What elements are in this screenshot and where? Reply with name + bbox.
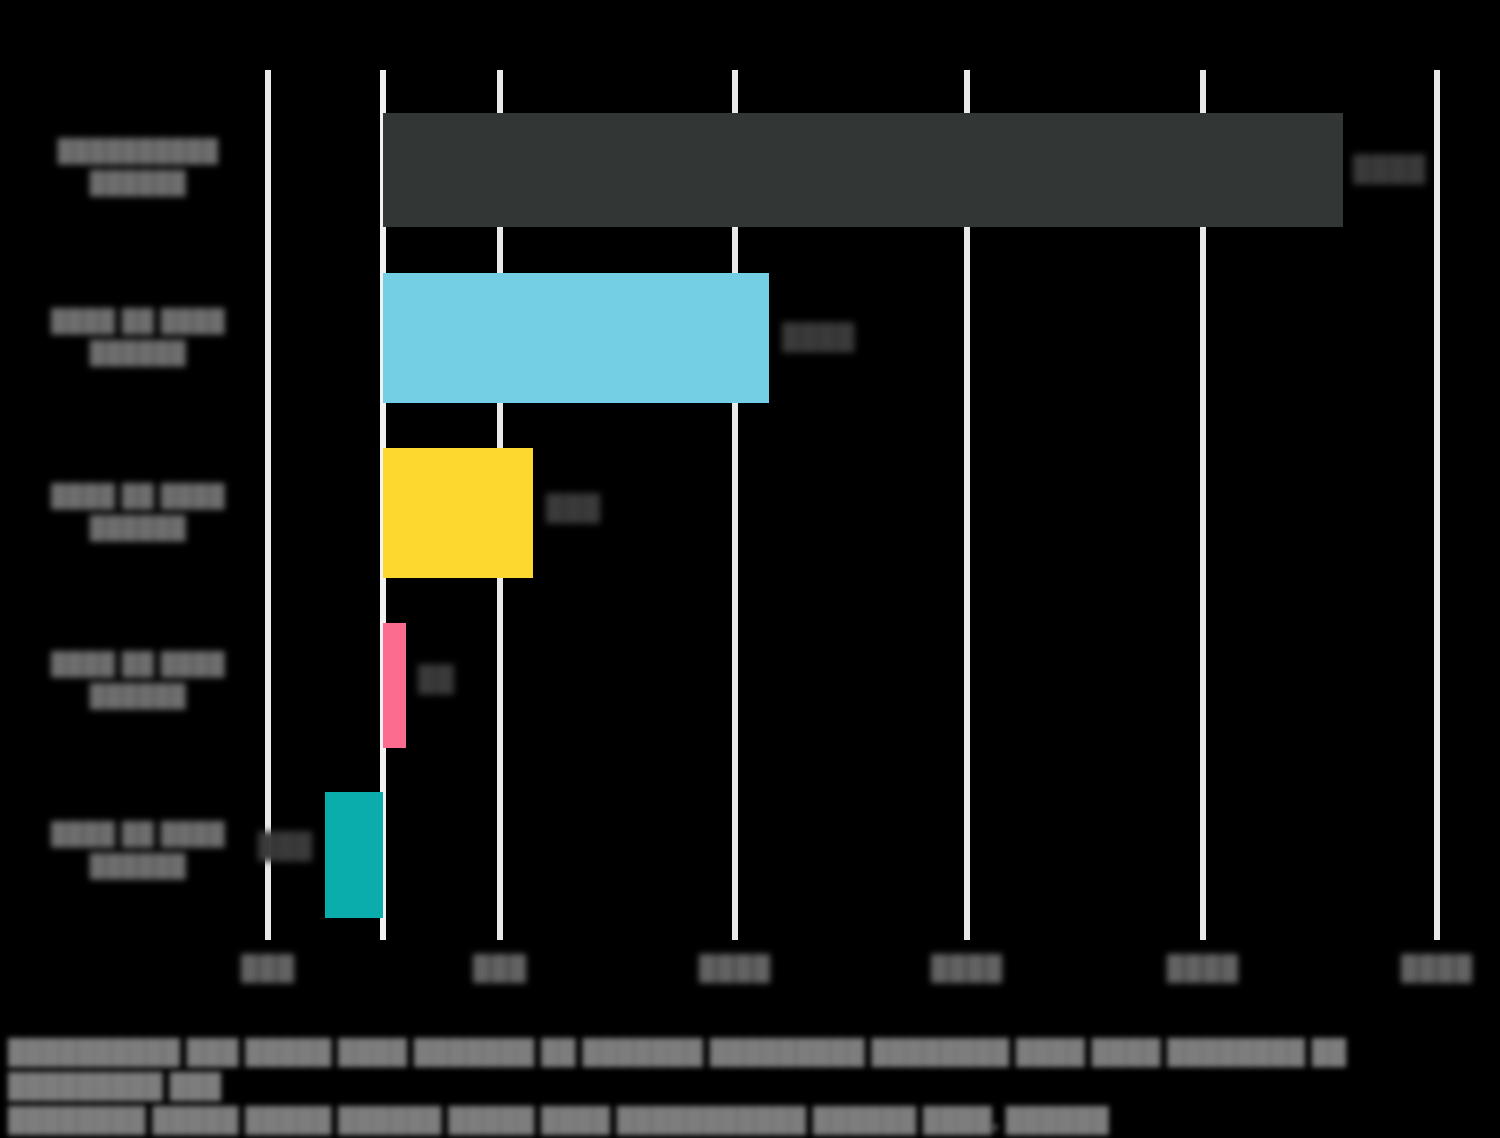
category-label-3-line-1: ████ ██ ████ [50, 483, 226, 508]
category-label-1-line-2: ██████ [89, 169, 187, 195]
chart-footnote: ██████████ ███ █████ ████ ███████ ██ ███… [8, 1036, 1498, 1138]
category-label-4-line-1: ████ ██ ████ [50, 651, 226, 676]
bar-4-value-label: ██ [418, 665, 455, 693]
x-tick-label-1: ███ [240, 955, 295, 982]
category-label-3-line-2: ██████ [89, 514, 187, 540]
category-label-1: ██████████ ██████ [8, 135, 268, 199]
bar-1[interactable] [383, 113, 1343, 227]
category-label-2-line-1: ████ ██ ████ [50, 308, 226, 333]
gridline-7 [1434, 70, 1440, 940]
bar-2-value-label: ████ [782, 323, 855, 351]
category-label-4-line-2: ██████ [89, 682, 187, 708]
category-label-3: ████ ██ ████ ██████ [8, 480, 268, 544]
x-tick-label-3: ████ [698, 955, 771, 982]
footnote-line-1: ██████████ ███ █████ ████ ███████ ██ ███… [8, 1039, 1347, 1101]
bar-1-value-label: ████ [1353, 155, 1426, 183]
chart-root: ██████████ ██████ ████ ██ ████ ██████ ████ █… [8, 70, 1473, 1135]
category-label-4: ████ ██ ████ ██████ [8, 648, 268, 712]
gridline-1 [265, 70, 271, 940]
bar-2[interactable] [383, 273, 769, 403]
category-label-2-line-2: ██████ [89, 339, 187, 365]
category-label-5-line-2: ██████ [89, 852, 187, 878]
x-tick-label-2: ███ [472, 955, 527, 982]
category-label-1-line-1: ██████████ [57, 138, 219, 163]
bar-3[interactable] [383, 448, 533, 578]
gridline-6 [1200, 70, 1206, 940]
x-tick-label-4: ████ [930, 955, 1003, 982]
footnote-line-2: ████████ █████ █████ ██████ █████ ████ █… [8, 1107, 1109, 1135]
gridline-5 [964, 70, 970, 940]
x-tick-label-5: ████ [1166, 955, 1239, 982]
plot-area: ██████████ ██████ ████ ██ ████ ██████ ████ █… [8, 70, 1473, 982]
bar-5-value-label: ███ [258, 832, 313, 860]
bar-3-value-label: ███ [546, 494, 601, 522]
category-label-5: ████ ██ ████ ██████ [8, 818, 268, 882]
category-label-5-line-1: ████ ██ ████ [50, 821, 226, 846]
bar-4[interactable] [383, 623, 406, 748]
bar-5[interactable] [325, 792, 383, 918]
gridline-4 [732, 70, 738, 940]
category-label-2: ████ ██ ████ ██████ [8, 305, 268, 369]
x-tick-label-6: ████ [1400, 955, 1473, 982]
